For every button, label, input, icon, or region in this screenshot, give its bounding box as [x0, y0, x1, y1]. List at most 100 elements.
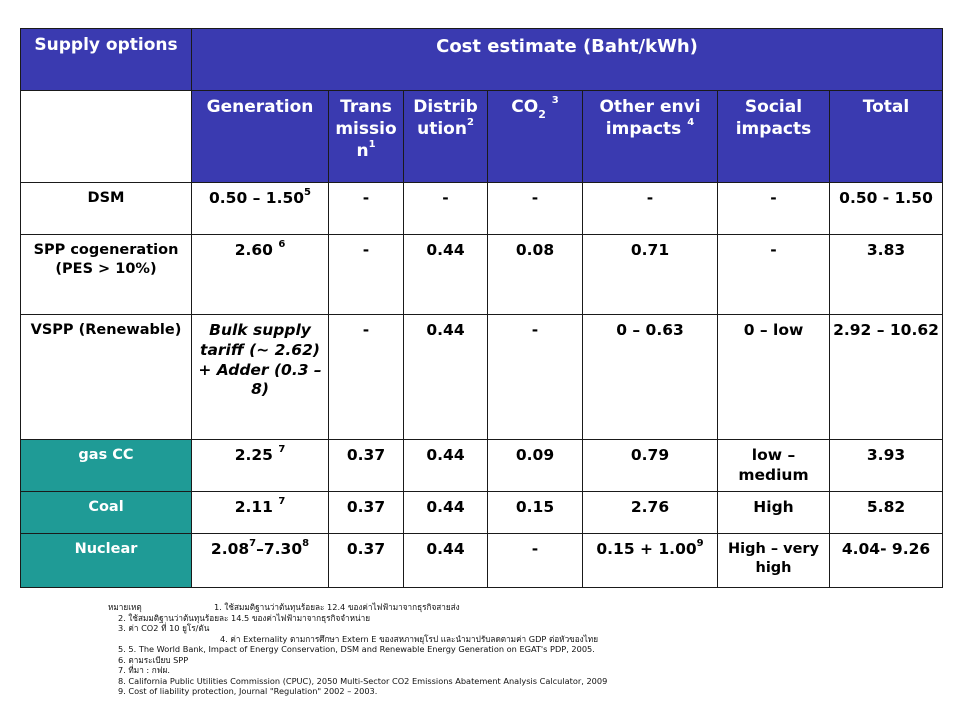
co2-cell: 0.09 [487, 439, 583, 492]
footnote-line: 4. ค่า Externality ตามการศึกษา Extern E … [220, 633, 598, 644]
table-row: Nuclear 2.087–7.308 0.37 0.44 - 0.15 + 1… [20, 533, 944, 588]
social-header-text: Social impacts [735, 97, 812, 139]
total-cell: 3.93 [828, 439, 944, 492]
footnote-mark: 5 [304, 187, 311, 198]
footnote-mark: 3 [551, 95, 559, 106]
cell-text: 2.60 [234, 241, 273, 259]
footnote-mark: 9 [696, 538, 704, 549]
other-envi-cell: 0.15 + 1.009 [582, 533, 718, 588]
table-row: VSPP (Renewable) Bulk supply tariff (~ 2… [20, 314, 944, 440]
co2-cell: - [487, 533, 583, 588]
social-cell: - [717, 234, 830, 315]
table-row: Coal 2.11 7 0.37 0.44 0.15 2.76 High 5.8… [20, 491, 944, 534]
generation-header: Generation [191, 90, 329, 183]
co2-cell: 0.15 [487, 491, 583, 534]
social-cell: 0 – low [717, 314, 830, 440]
row-label: gas CC [20, 439, 192, 492]
distribution-cell: 0.44 [403, 439, 488, 492]
header-empty-cell [20, 90, 192, 183]
total-cell: 3.83 [828, 234, 944, 315]
distribution-cell: - [403, 182, 488, 235]
other-envi-cell: 0.71 [582, 234, 718, 315]
cost-estimate-header: Cost estimate (Baht/kWh) [190, 28, 944, 91]
footnote-mark: 7 [278, 496, 286, 507]
distribution-header-text: Distrib ution [413, 97, 478, 139]
co2-cell: 0.08 [487, 234, 583, 315]
cell-text: 2.08 [210, 540, 250, 558]
header-row-1: Supply options Cost estimate (Baht/kWh) [20, 28, 944, 91]
other-envi-cell: 0 – 0.63 [582, 314, 718, 440]
total-cell: 5.82 [828, 491, 944, 534]
social-cell: High – very high [717, 533, 830, 588]
table-row: gas CC 2.25 7 0.37 0.44 0.09 0.79 low – … [20, 439, 944, 492]
footnote-mark: 4 [687, 116, 695, 128]
transmission-cell: - [328, 234, 404, 315]
transmission-cell: 0.37 [328, 491, 404, 534]
generation-cell: 2.087–7.308 [191, 533, 329, 588]
transmission-header: Trans missio n1 [328, 90, 404, 183]
generation-cell: 2.60 6 [191, 234, 329, 315]
total-cell: 0.50 - 1.50 [828, 182, 944, 235]
co2-header-text: CO [511, 97, 539, 117]
footnote-mark: 8 [302, 538, 310, 549]
distribution-header: Distrib ution2 [403, 90, 488, 183]
transmission-cell: - [328, 314, 404, 440]
distribution-cell: 0.44 [403, 533, 488, 588]
cost-estimate-table: Supply options Cost estimate (Baht/kWh) … [20, 28, 944, 588]
transmission-cell: 0.37 [328, 439, 404, 492]
generation-cell: 0.50 – 1.505 [191, 182, 329, 235]
footnote-mark: 1 [368, 138, 376, 150]
supply-options-header: Supply options [20, 28, 192, 91]
total-cell: 2.92 – 10.62 [828, 314, 944, 440]
cell-text: –7.30 [256, 540, 303, 558]
footnotes-label: หมายเหตุ [108, 602, 142, 612]
other-envi-cell: 2.76 [582, 491, 718, 534]
footnote-mark: 7 [249, 538, 257, 549]
transmission-header-text: Trans missio n [335, 97, 397, 161]
footnote-line: 5. 5. The World Bank, Impact of Energy C… [118, 644, 595, 654]
social-cell: low – medium [717, 439, 830, 492]
footnote-line: 7. ที่มา : กฟผ. [118, 665, 170, 675]
other-envi-header: Other envi impacts 4 [582, 90, 718, 183]
footnote-line: 9. Cost of liability protection, Journal… [118, 686, 378, 696]
generation-header-text: Generation [206, 97, 314, 117]
transmission-cell: - [328, 182, 404, 235]
social-cell: High [717, 491, 830, 534]
cell-text: 2.11 [234, 498, 273, 516]
footnote-line: 8. California Public Utilities Commissio… [118, 675, 608, 686]
total-cell: 4.04- 9.26 [828, 533, 944, 588]
transmission-cell: 0.37 [328, 533, 404, 588]
row-label: SPP cogeneration (PES > 10%) [20, 234, 192, 315]
generation-cell: 2.25 7 [191, 439, 329, 492]
social-header: Social impacts [717, 90, 830, 183]
co2-cell: - [487, 314, 583, 440]
cell-text: 0.50 – 1.50 [209, 189, 305, 207]
distribution-cell: 0.44 [403, 234, 488, 315]
table-row: SPP cogeneration (PES > 10%) 2.60 6 - 0.… [20, 234, 944, 315]
footnote-text: 1. ใช้สมมติฐานว่าต้นทุนร้อยละ 12.4 ของค่… [214, 602, 460, 612]
co2-header: CO2 3 [487, 90, 583, 183]
other-envi-cell: - [582, 182, 718, 235]
generation-cell: Bulk supply tariff (~ 2.62) + Adder (0.3… [191, 314, 329, 440]
footnote-line: 3. ค่า CO2 ที่ 10 ยูโร/ตัน [118, 623, 210, 633]
co2-subscript: 2 [538, 107, 546, 121]
row-label: Coal [20, 491, 192, 534]
other-envi-header-text: Other envi impacts [599, 97, 701, 139]
distribution-cell: 0.44 [403, 314, 488, 440]
header-row-2: Generation Trans missio n1 Distrib ution… [20, 90, 944, 183]
footnote-line: 6. ตามระเบียบ SPP [118, 654, 189, 665]
total-header: Total [828, 90, 944, 183]
footnotes: หมายเหตุ 1. ใช้สมมติฐานว่าต้นทุนร้อยละ 12… [108, 602, 808, 697]
footnote-line: 2. ใช้สมมติฐานว่าต้นทุนร้อยละ 14.5 ของค่… [118, 612, 371, 623]
social-cell: - [717, 182, 830, 235]
row-label: Nuclear [20, 533, 192, 588]
generation-cell: 2.11 7 [191, 491, 329, 534]
other-envi-cell: 0.79 [582, 439, 718, 492]
total-header-text: Total [862, 97, 910, 117]
footnote-mark: 6 [278, 239, 286, 250]
co2-cell: - [487, 182, 583, 235]
footnote-mark: 2 [466, 116, 474, 128]
distribution-cell: 0.44 [403, 491, 488, 534]
row-label: DSM [20, 182, 192, 235]
footnote-mark: 7 [278, 444, 286, 455]
